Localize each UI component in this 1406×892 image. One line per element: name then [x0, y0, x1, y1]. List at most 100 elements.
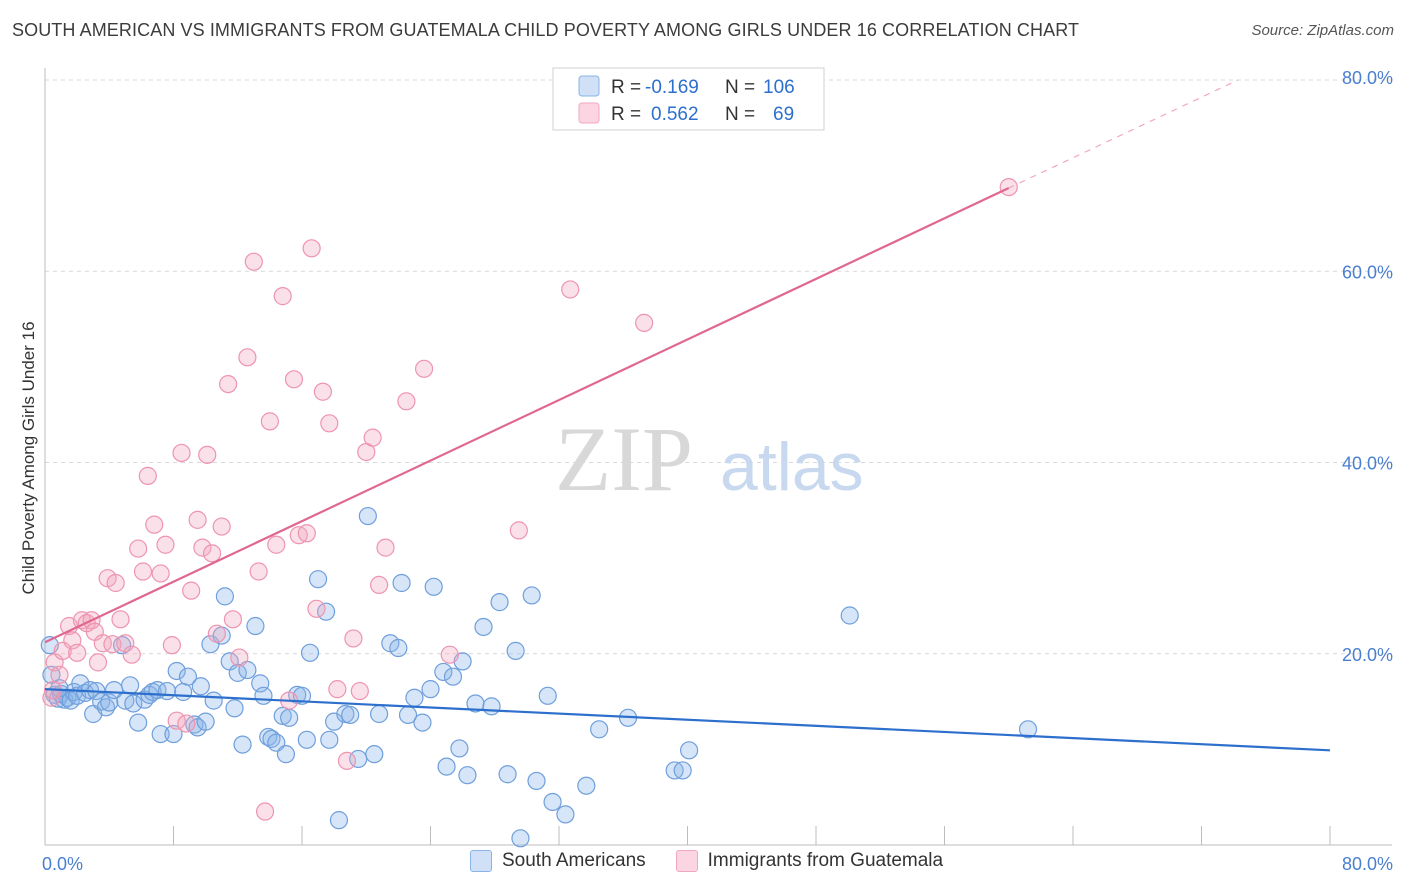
data-point-pink	[202, 544, 222, 563]
x-tick-label: 0.0%	[42, 854, 83, 874]
data-point-pink	[337, 751, 357, 770]
stats-pink-n-label: N =	[725, 104, 755, 125]
data-point-blue	[329, 811, 349, 830]
data-point-blue	[341, 705, 360, 725]
legend-swatch-blue	[470, 850, 492, 872]
data-point-blue	[389, 638, 408, 658]
legend-item-immigrants-guatemala[interactable]: Immigrants from Guatemala	[675, 850, 944, 872]
legend-swatch-pink	[675, 850, 698, 872]
data-point-blue	[191, 677, 210, 696]
data-point-blue	[680, 741, 699, 760]
legend-label-immigrants-guatemala: Immigrants from Guatemala	[707, 850, 944, 871]
data-point-blue	[358, 506, 377, 526]
data-point-pink	[260, 412, 279, 431]
data-point-pink	[297, 524, 316, 543]
y-tick-label: 80.0%	[1342, 68, 1393, 88]
data-point-pink	[219, 374, 238, 394]
data-point-blue	[474, 617, 493, 637]
data-point-blue	[413, 713, 432, 732]
data-point-pink	[414, 359, 434, 378]
data-point-pink	[440, 645, 459, 664]
tick-labels: 20.0% 40.0% 60.0% 80.0% 0.0% 80.0%	[42, 68, 1393, 874]
data-point-blue	[365, 745, 384, 764]
data-point-blue	[527, 771, 546, 791]
stats-blue-r-label: R =	[611, 77, 641, 98]
stats-blue-n-value: 106	[763, 77, 795, 98]
data-point-pink	[509, 521, 528, 540]
data-point-blue	[370, 704, 389, 724]
legend-label-south-americans: South Americans	[502, 850, 646, 871]
data-point-blue	[450, 739, 469, 758]
source-label: Source: ZipAtlas.com	[1251, 22, 1394, 39]
data-point-pink	[350, 681, 369, 701]
data-point-pink	[133, 562, 153, 581]
data-point-pink	[344, 629, 363, 648]
trend-line-blue	[44, 688, 1331, 752]
data-point-pink	[188, 510, 207, 529]
data-point-blue	[276, 745, 296, 764]
data-point-pink	[223, 610, 243, 629]
stats-pink-r-value: 0.562	[651, 104, 699, 125]
data-point-blue	[204, 691, 223, 710]
data-point-pink	[376, 538, 395, 557]
grid-lines	[45, 79, 1392, 655]
data-point-pink	[182, 581, 201, 600]
data-point-blue	[157, 681, 177, 701]
data-point-blue	[246, 616, 265, 636]
data-point-pink	[635, 313, 654, 332]
axes	[44, 68, 1392, 846]
data-point-blue	[280, 708, 299, 727]
data-point-blue	[178, 667, 198, 686]
data-point-blue	[577, 776, 596, 795]
data-point-blue	[490, 593, 509, 612]
data-point-blue	[167, 661, 186, 681]
data-point-pink	[122, 645, 141, 664]
bottom-legend: South Americans Immigrants from Guatemal…	[470, 850, 973, 872]
stats-blue-swatch	[578, 75, 600, 97]
data-point-pink	[111, 610, 130, 629]
data-point-blue	[538, 686, 557, 705]
data-point-blue	[151, 724, 170, 744]
data-point-pink	[284, 370, 304, 389]
data-point-pink	[162, 636, 181, 655]
data-point-pink	[138, 466, 157, 485]
data-point-pink	[230, 648, 249, 667]
data-point-blue	[215, 587, 234, 606]
legend-item-south-americans[interactable]: South Americans	[470, 850, 646, 872]
data-point-blue	[543, 792, 562, 812]
trend-lines	[44, 79, 1331, 752]
stats-legend-box: R = -0.169 N = 106 R = 0.562 N = 69	[552, 67, 825, 131]
data-point-blue	[434, 662, 453, 682]
data-point-blue	[421, 680, 440, 699]
data-point-blue	[590, 720, 609, 739]
data-point-blue	[458, 766, 477, 785]
data-point-blue	[424, 577, 443, 596]
y-tick-label: 40.0%	[1342, 454, 1393, 474]
stats-blue-r-value: -0.169	[645, 77, 699, 98]
data-point-pink	[561, 280, 580, 299]
data-point-pink	[129, 539, 148, 558]
data-point-blue	[482, 697, 501, 716]
watermark-atlas: atlas	[720, 429, 864, 505]
data-point-blue	[511, 829, 530, 848]
data-point-blue	[840, 606, 859, 625]
data-point-blue	[76, 683, 95, 703]
data-point-blue	[112, 636, 132, 655]
data-point-pink	[238, 348, 257, 367]
data-point-blue	[233, 735, 252, 754]
y-tick-label: 60.0%	[1342, 262, 1393, 282]
x-tick-label: 80.0%	[1342, 854, 1393, 874]
data-point-pink	[255, 802, 275, 821]
series-immigrants-guatemala	[42, 178, 1018, 821]
data-point-blue	[121, 676, 140, 695]
data-point-pink	[103, 635, 122, 654]
watermark-zip: ZIP	[555, 408, 693, 510]
data-point-pink	[249, 562, 268, 581]
data-point-pink	[267, 535, 286, 554]
data-point-pink	[397, 392, 416, 411]
data-point-pink	[320, 414, 339, 433]
trend-line-pink-extension	[1008, 79, 1239, 189]
trend-line-pink	[44, 187, 1010, 644]
data-point-blue	[196, 712, 215, 731]
